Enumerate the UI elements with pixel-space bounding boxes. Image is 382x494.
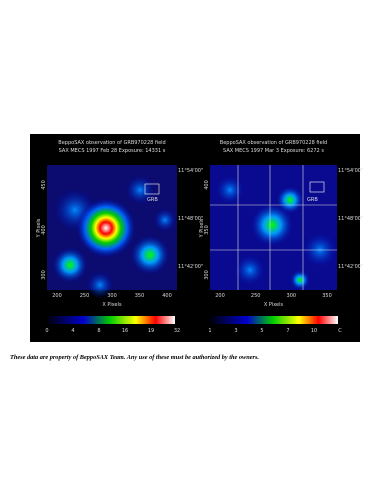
colorbar-tick-label: 4 [71,328,74,334]
colorbar-tick-label: 19 [148,328,154,334]
panel-subtitle: SAX MECS 1997 Mar 3 Exposure: 6272 s [223,148,324,154]
y-tick-label: 300 [41,270,47,280]
x-axis-label: X Pixels [102,302,122,308]
x-tick-label: 250 [80,293,90,299]
x-tick-label: 250 [251,293,261,299]
x-tick-label: 350 [322,293,332,299]
colorbar [45,316,175,324]
colorbar-tick-label: C [338,328,342,334]
colorbar-tick-label: 3 [234,328,237,334]
x-tick-label: 200 [215,293,225,299]
x-tick-label: 200 [52,293,62,299]
colorbar [208,316,338,324]
y-tick-label: 400 [204,180,210,190]
colorbar-tick-label: 16 [122,328,128,334]
colorbar-tick-label: 1 [208,328,211,334]
source-label: GRB [147,197,158,203]
y-tick-label: 300 [204,270,210,280]
left-map [47,165,177,299]
dec-tick-label: 11°48'00" [338,216,363,222]
colorbar-tick-label: 10 [311,328,317,334]
panel-subtitle: SAX MECS 1997 Feb 28 Exposure: 14331 s [59,148,166,154]
colorbar-tick-label: 7 [286,328,289,334]
colorbar-tick-label: 32 [174,328,180,334]
caption: These data are property of BeppoSAX Team… [10,354,259,361]
y-tick-label: 450 [41,180,47,190]
x-tick-label: 300 [107,293,117,299]
dec-tick-label: 11°42'00" [338,264,363,270]
dec-tick-label: 11°48'00" [178,216,203,222]
dec-tick-label: 11°42'00" [178,264,203,270]
colorbar-tick-label: 0 [45,328,48,334]
y-tick-label: 350 [204,225,210,235]
right-map [210,165,338,290]
x-tick-label: 300 [287,293,297,299]
colorbar-tick-label: 5 [260,328,263,334]
y-tick-label: 400 [41,225,47,235]
dec-tick-label: 11°54'00" [338,168,363,174]
x-tick-label: 350 [135,293,145,299]
x-axis-label: X Pixels [264,302,284,308]
panel-title: BeppoSAX observation of GRB970228 field [58,140,165,146]
y-axis-label: Y Pixels [199,218,205,238]
panel-title: BeppoSAX observation of GRB970228 field [220,140,327,146]
colorbar-tick-label: 8 [97,328,100,334]
source-label: GRB [307,197,318,203]
x-tick-label: 400 [162,293,172,299]
y-axis-label: Y Pixels [36,218,42,238]
dec-tick-label: 11°54'00" [178,168,203,174]
